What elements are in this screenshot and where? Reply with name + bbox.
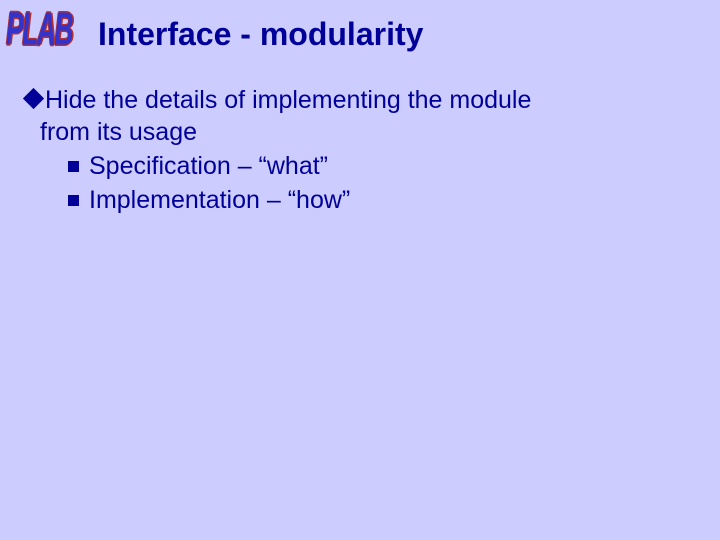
sub-bullet-2: Implementation – “how” [68,184,700,216]
main-text-1: Hide the details of implementing the mod… [45,86,531,114]
slide-body: Hide the details of implementing the mod… [26,84,700,216]
slide-title: Interface - modularity [98,16,423,53]
sub-bullet-1: Specification – “what” [68,150,700,182]
diamond-icon [23,88,44,109]
bullet-main: Hide the details of implementing the mod… [26,84,700,116]
main-text-2: from its usage [40,116,700,148]
plab-logo: PLAB [6,4,72,57]
square-dot-icon [68,195,79,206]
sub-text-2: Implementation – “how” [89,186,350,214]
square-dot-icon [68,161,79,172]
sub-text-1: Specification – “what” [89,152,328,180]
